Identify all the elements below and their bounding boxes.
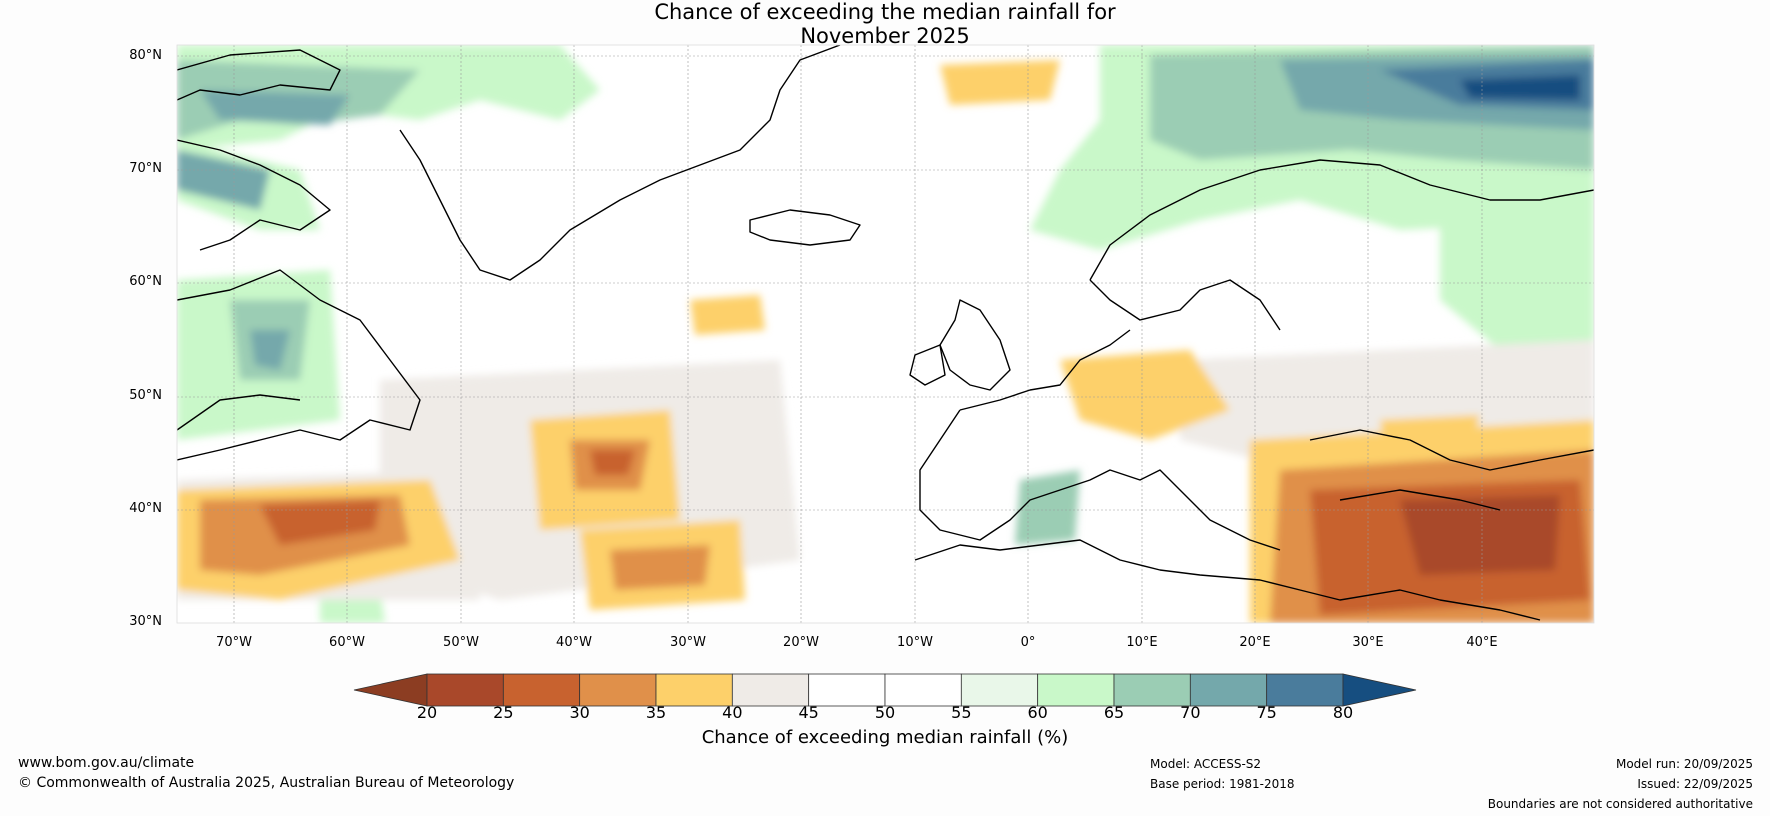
- lon-label-40w: 40°W: [556, 635, 592, 650]
- coast-iceland: [749, 209, 861, 246]
- colorbar-bin: [1189, 673, 1268, 707]
- coast-north-africa: [914, 539, 1541, 621]
- footer-copyright: © Commonwealth of Australia 2025, Austra…: [18, 775, 515, 791]
- colorbar-bin: [1037, 673, 1115, 707]
- colorbar-tick-label: 45: [798, 703, 819, 722]
- footer-model: Model: ACCESS-S2: [1150, 757, 1262, 771]
- footer-model-run: Model run: 20/09/2025: [1615, 757, 1753, 771]
- wet-region-labrador-peak: [250, 330, 290, 370]
- coast-mediterranean-north: [919, 409, 1281, 551]
- lon-label-70w: 70°W: [216, 635, 252, 650]
- colorbar-tick-label: 30: [569, 703, 590, 722]
- colorbar-tick-label: 25: [493, 703, 514, 722]
- colorbar-low-extend: [353, 673, 428, 707]
- probability-fields: [177, 45, 1594, 623]
- map-svg: [176, 44, 1595, 624]
- dry-region-central-europe: [1060, 350, 1230, 440]
- lat-label-40n: 40°N: [129, 501, 162, 516]
- lon-label-0: 0°: [1020, 635, 1036, 650]
- coast-anatolia: [1339, 489, 1501, 511]
- colorbar-bin: [655, 673, 733, 707]
- colorbar-bin: [1113, 673, 1191, 707]
- colorbar-bins: [426, 673, 1344, 707]
- footer-boundaries-note: Boundaries are not considered authoritat…: [1487, 797, 1753, 811]
- dry-region-middle-east-peak: [1400, 495, 1560, 575]
- dry-region-south-atlantic-core: [610, 545, 710, 590]
- coast-north-sea: [959, 329, 1131, 411]
- title-line-1: Chance of exceeding the median rainfall …: [654, 0, 1116, 24]
- rainfall-map: 80°N 70°N 60°N 50°N 40°N 30°N 70°W 60°W …: [129, 44, 1595, 650]
- coast-baffin-island: [177, 139, 331, 251]
- footer-website: www.bom.gov.au/climate: [18, 755, 195, 771]
- colorbar-bin: [502, 673, 581, 707]
- colorbar-bin: [1266, 673, 1344, 707]
- lon-label-60w: 60°W: [329, 635, 365, 650]
- lon-label-20w: 20°W: [783, 635, 819, 650]
- coast-labrador: [177, 269, 421, 461]
- colorbar-tick-label: 70: [1180, 703, 1201, 722]
- lon-label-20e: 20°E: [1239, 635, 1271, 650]
- wet-region-russia: [1440, 190, 1594, 360]
- colorbar-bin: [960, 673, 1039, 707]
- map-title: Chance of exceeding the median rainfall …: [0, 0, 1770, 48]
- colorbar-tick-label: 55: [951, 703, 972, 722]
- wet-region-algeria: [1015, 470, 1080, 545]
- wet-region-barents-peak: [1460, 75, 1580, 100]
- wet-region-baffin-core: [200, 90, 350, 125]
- coast-greenland: [399, 45, 841, 281]
- colorbar: [353, 673, 1417, 707]
- lon-label-10w: 10°W: [897, 635, 933, 650]
- lat-label-60n: 60°N: [129, 274, 162, 289]
- lon-label-40e: 40°E: [1466, 635, 1498, 650]
- lat-label-50n: 50°N: [129, 388, 162, 403]
- colorbar-high-extend: [1342, 673, 1417, 707]
- lon-label-30e: 30°E: [1352, 635, 1384, 650]
- coast-gulf-st-lawrence: [177, 394, 301, 431]
- footer-issued: Issued: 22/09/2025: [1637, 777, 1753, 791]
- colorbar-bin: [731, 673, 810, 707]
- colorbar-tick-label: 60: [1027, 703, 1048, 722]
- colorbar-bin: [426, 673, 504, 707]
- map-frame: [176, 44, 1595, 624]
- wet-region-davis-core: [177, 150, 270, 210]
- colorbar-tick-label: 75: [1256, 703, 1277, 722]
- lon-label-10e: 10°E: [1126, 635, 1158, 650]
- coast-great-britain: [939, 299, 1011, 391]
- lon-label-50w: 50°W: [443, 635, 479, 650]
- dry-region-arctic: [940, 60, 1060, 105]
- dry-region-central-atlantic-peak: [590, 450, 635, 475]
- dry-region-north-atlantic: [690, 295, 765, 335]
- coast-baltic: [1089, 279, 1281, 331]
- colorbar-bin: [808, 673, 886, 707]
- colorbar-tick-label: 65: [1103, 703, 1125, 722]
- coast-baffin-north: [177, 49, 341, 101]
- footer-base-period: Base period: 1981-2018: [1150, 777, 1295, 791]
- coast-ireland: [909, 344, 946, 386]
- coastlines: [177, 45, 1594, 621]
- colorbar-tick-label: 80: [1332, 703, 1354, 722]
- colorbar-tick-label: 20: [416, 703, 438, 722]
- colorbar-bin: [579, 673, 657, 707]
- colorbar-title: Chance of exceeding median rainfall (%): [701, 727, 1069, 748]
- lat-label-80n: 80°N: [129, 48, 162, 63]
- coast-black-sea: [1309, 429, 1594, 471]
- colorbar-tick-label: 50: [874, 703, 896, 722]
- lat-label-30n: 30°N: [129, 614, 162, 629]
- colorbar-tick-label: 35: [645, 703, 667, 722]
- lon-label-30w: 30°W: [670, 635, 706, 650]
- coast-scandinavia-north: [1089, 159, 1594, 281]
- graticule: [177, 45, 1594, 623]
- dry-region-black-sea: [1380, 415, 1480, 455]
- colorbar-bin: [884, 673, 962, 707]
- colorbar-tick-label: 40: [722, 703, 743, 722]
- title-line-2: November 2025: [800, 24, 970, 48]
- lat-label-70n: 70°N: [129, 161, 162, 176]
- dry-region-west-atlantic-peak: [260, 500, 380, 545]
